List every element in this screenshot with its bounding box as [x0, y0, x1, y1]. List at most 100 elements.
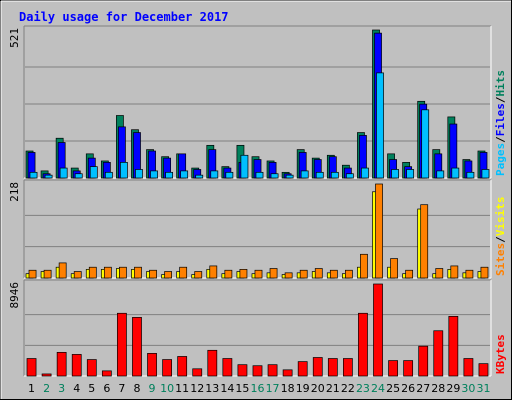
bar-sites-day-3 [58, 262, 67, 279]
x-label-day-22: 22 [341, 382, 355, 395]
panel-middle-plot-area [24, 180, 491, 278]
bar-pages-day-10 [165, 171, 173, 179]
legend-item-kbytes: KBytes [494, 334, 507, 374]
y-max-label: 521 [8, 28, 21, 48]
bar-pages-day-19 [300, 170, 309, 179]
bar-sites-day-27 [420, 204, 429, 279]
bar-sites-day-13 [209, 265, 218, 279]
bar-kbytes-day-1 [26, 358, 37, 377]
bar-sites-day-7 [119, 266, 127, 279]
x-label-day-10: 10 [160, 382, 174, 395]
x-label-day-13: 13 [205, 382, 219, 395]
bar-pages-day-30 [466, 171, 475, 179]
bar-sites-day-22 [345, 269, 353, 279]
bar-kbytes-day-7 [117, 312, 127, 377]
bar-pages-day-20 [315, 171, 324, 179]
bar-pages-day-1 [29, 171, 38, 179]
bar-pages-day-27 [421, 109, 430, 179]
x-label-day-15: 15 [235, 382, 249, 395]
bar-pages-day-3 [59, 167, 68, 179]
bar-sites-day-4 [73, 271, 82, 279]
bar-pages-day-5 [89, 166, 98, 179]
panel-middle: 218 Sites/Visits [8, 179, 507, 279]
bar-sites-day-31 [480, 266, 489, 279]
x-label-day-14: 14 [220, 382, 234, 395]
x-label-day-1: 1 [28, 382, 35, 395]
bar-pages-day-7 [120, 162, 128, 179]
bar-kbytes-day-5 [86, 359, 97, 377]
x-label-day-9: 9 [149, 382, 156, 395]
x-label-day-6: 6 [103, 382, 110, 395]
bar-sites-day-20 [314, 268, 323, 279]
x-label-day-16: 16 [251, 382, 265, 395]
bar-kbytes-day-29 [448, 316, 459, 377]
bar-pages-day-17 [270, 173, 279, 179]
legend-item-files: Files [494, 103, 507, 136]
bar-sites-day-30 [465, 269, 474, 279]
legend-separator: / [494, 136, 507, 143]
x-label-day-28: 28 [431, 382, 445, 395]
x-label-day-30: 30 [461, 382, 475, 395]
bar-kbytes-day-10 [162, 359, 172, 377]
x-axis-labels: 1 2 3 4 5 6 7 8 9 10 11 12 13 14 15 16 17 18 19 20 21 22 23 24 2… [28, 382, 490, 395]
x-label-day-31: 31 [476, 382, 490, 395]
bar-sites-day-10 [164, 271, 172, 279]
bar-pages-day-25 [391, 169, 399, 179]
bar-pages-day-29 [451, 167, 460, 179]
bar-pages-day-2 [44, 174, 53, 179]
bar-sites-day-26 [405, 269, 414, 279]
bar-kbytes-day-25 [388, 360, 398, 377]
bar-sites-day-16 [254, 269, 263, 279]
bar-sites-day-12 [194, 271, 203, 279]
bar-kbytes-day-12 [192, 368, 203, 377]
legend-separator: / [494, 96, 507, 103]
bar-pages-day-16 [255, 171, 264, 179]
x-label-day-2: 2 [43, 382, 50, 395]
bar-pages-day-6 [104, 171, 113, 179]
bar-kbytes-day-31 [478, 363, 489, 377]
bar-sites-day-6 [103, 266, 112, 279]
bar-kbytes-day-26 [403, 360, 414, 377]
bar-sites-day-28 [435, 268, 444, 279]
x-label-day-20: 20 [311, 382, 325, 395]
x-label-day-24: 24 [371, 382, 385, 395]
bar-sites-day-23 [360, 253, 368, 279]
bar-sites-day-2 [43, 269, 52, 279]
x-label-day-19: 19 [296, 382, 310, 395]
legend-bottom: KBytes [494, 334, 507, 374]
y-max-label: 218 [8, 182, 21, 202]
bar-kbytes-day-13 [207, 349, 218, 377]
x-label-day-18: 18 [281, 382, 295, 395]
bar-kbytes-day-19 [297, 361, 308, 377]
bar-kbytes-day-8 [132, 317, 142, 377]
bar-sites-day-5 [88, 266, 97, 279]
bar-sites-day-15 [239, 269, 248, 279]
bar-kbytes-day-27 [418, 345, 429, 377]
chart-panels: 521Pages/Files/Hits218Sites/Visits8946KB… [8, 25, 507, 377]
bar-kbytes-day-16 [252, 365, 263, 377]
bar-sites-day-8 [134, 266, 142, 279]
bar-kbytes-day-14 [222, 358, 233, 377]
bar-kbytes-day-11 [177, 356, 188, 377]
bar-sites-day-1 [28, 269, 37, 279]
bar-pages-day-26 [406, 169, 415, 179]
legend-middle: Sites/Visits [494, 197, 507, 277]
bar-pages-day-13 [210, 170, 219, 179]
chart-title: Daily usage for December 2017 [19, 10, 229, 24]
bar-pages-day-12 [195, 174, 204, 179]
legend-item-sites: Sites [494, 243, 507, 276]
bar-pages-day-9 [150, 170, 158, 179]
x-label-day-7: 7 [118, 382, 125, 395]
bar-sites-day-9 [149, 269, 157, 279]
bar-sites-day-11 [179, 266, 188, 279]
bar-kbytes-day-15 [237, 364, 248, 377]
bar-kbytes-day-23 [358, 312, 368, 377]
bar-pages-day-31 [481, 169, 490, 179]
x-label-day-29: 29 [446, 382, 460, 395]
x-label-day-26: 26 [401, 382, 415, 395]
x-label-day-12: 12 [190, 382, 204, 395]
bar-pages-day-23 [361, 167, 369, 179]
bar-pages-day-11 [180, 170, 189, 179]
